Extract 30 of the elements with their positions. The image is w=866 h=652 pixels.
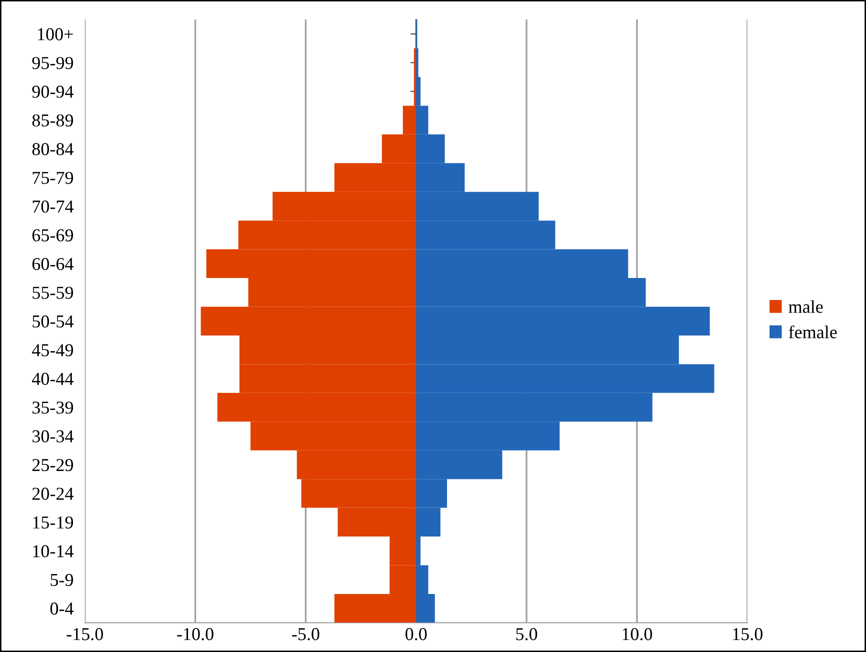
x-tick-label: -10.0 (177, 628, 214, 640)
y-tick-label: 90-94 (32, 86, 74, 98)
y-tick-label: 75-79 (32, 172, 74, 184)
y-tick-label: 25-29 (32, 459, 74, 472)
legend-label: female (788, 325, 837, 338)
y-tick-label: 30-34 (32, 430, 74, 442)
y-tick-label: 50-54 (32, 315, 74, 328)
x-tick-label: -15.0 (66, 628, 103, 640)
y-tick-label: 85-89 (32, 114, 74, 127)
y-tick-label: 35-39 (32, 402, 74, 414)
y-tick-label: 0-4 (50, 602, 74, 615)
x-tick-label: -5.0 (292, 628, 320, 640)
y-tick-label: 65-69 (32, 229, 74, 242)
y-tick-label: 40-44 (32, 372, 74, 385)
y-tick-label: 80-84 (32, 143, 74, 156)
y-tick-label: 95-99 (32, 56, 74, 70)
y-tick-label: 100+ (38, 28, 73, 40)
x-tick-label: 0.0 (406, 628, 427, 640)
y-tick-label: 15-19 (33, 516, 74, 529)
legend-label: male (788, 300, 823, 313)
x-tick-label: 15.0 (733, 628, 762, 640)
y-tick-label: 60-64 (32, 258, 74, 270)
y-tick-label: 10-14 (33, 545, 74, 558)
y-tick-label: 70-74 (32, 200, 74, 213)
x-tick-label: 5.0 (516, 628, 538, 640)
y-tick-label: 45-49 (32, 344, 74, 356)
y-tick-label: 55-59 (32, 286, 74, 299)
y-tick-label: 20-24 (32, 488, 74, 500)
x-tick-label: 10.0 (622, 628, 652, 640)
y-tick-label: 5-9 (50, 574, 74, 586)
